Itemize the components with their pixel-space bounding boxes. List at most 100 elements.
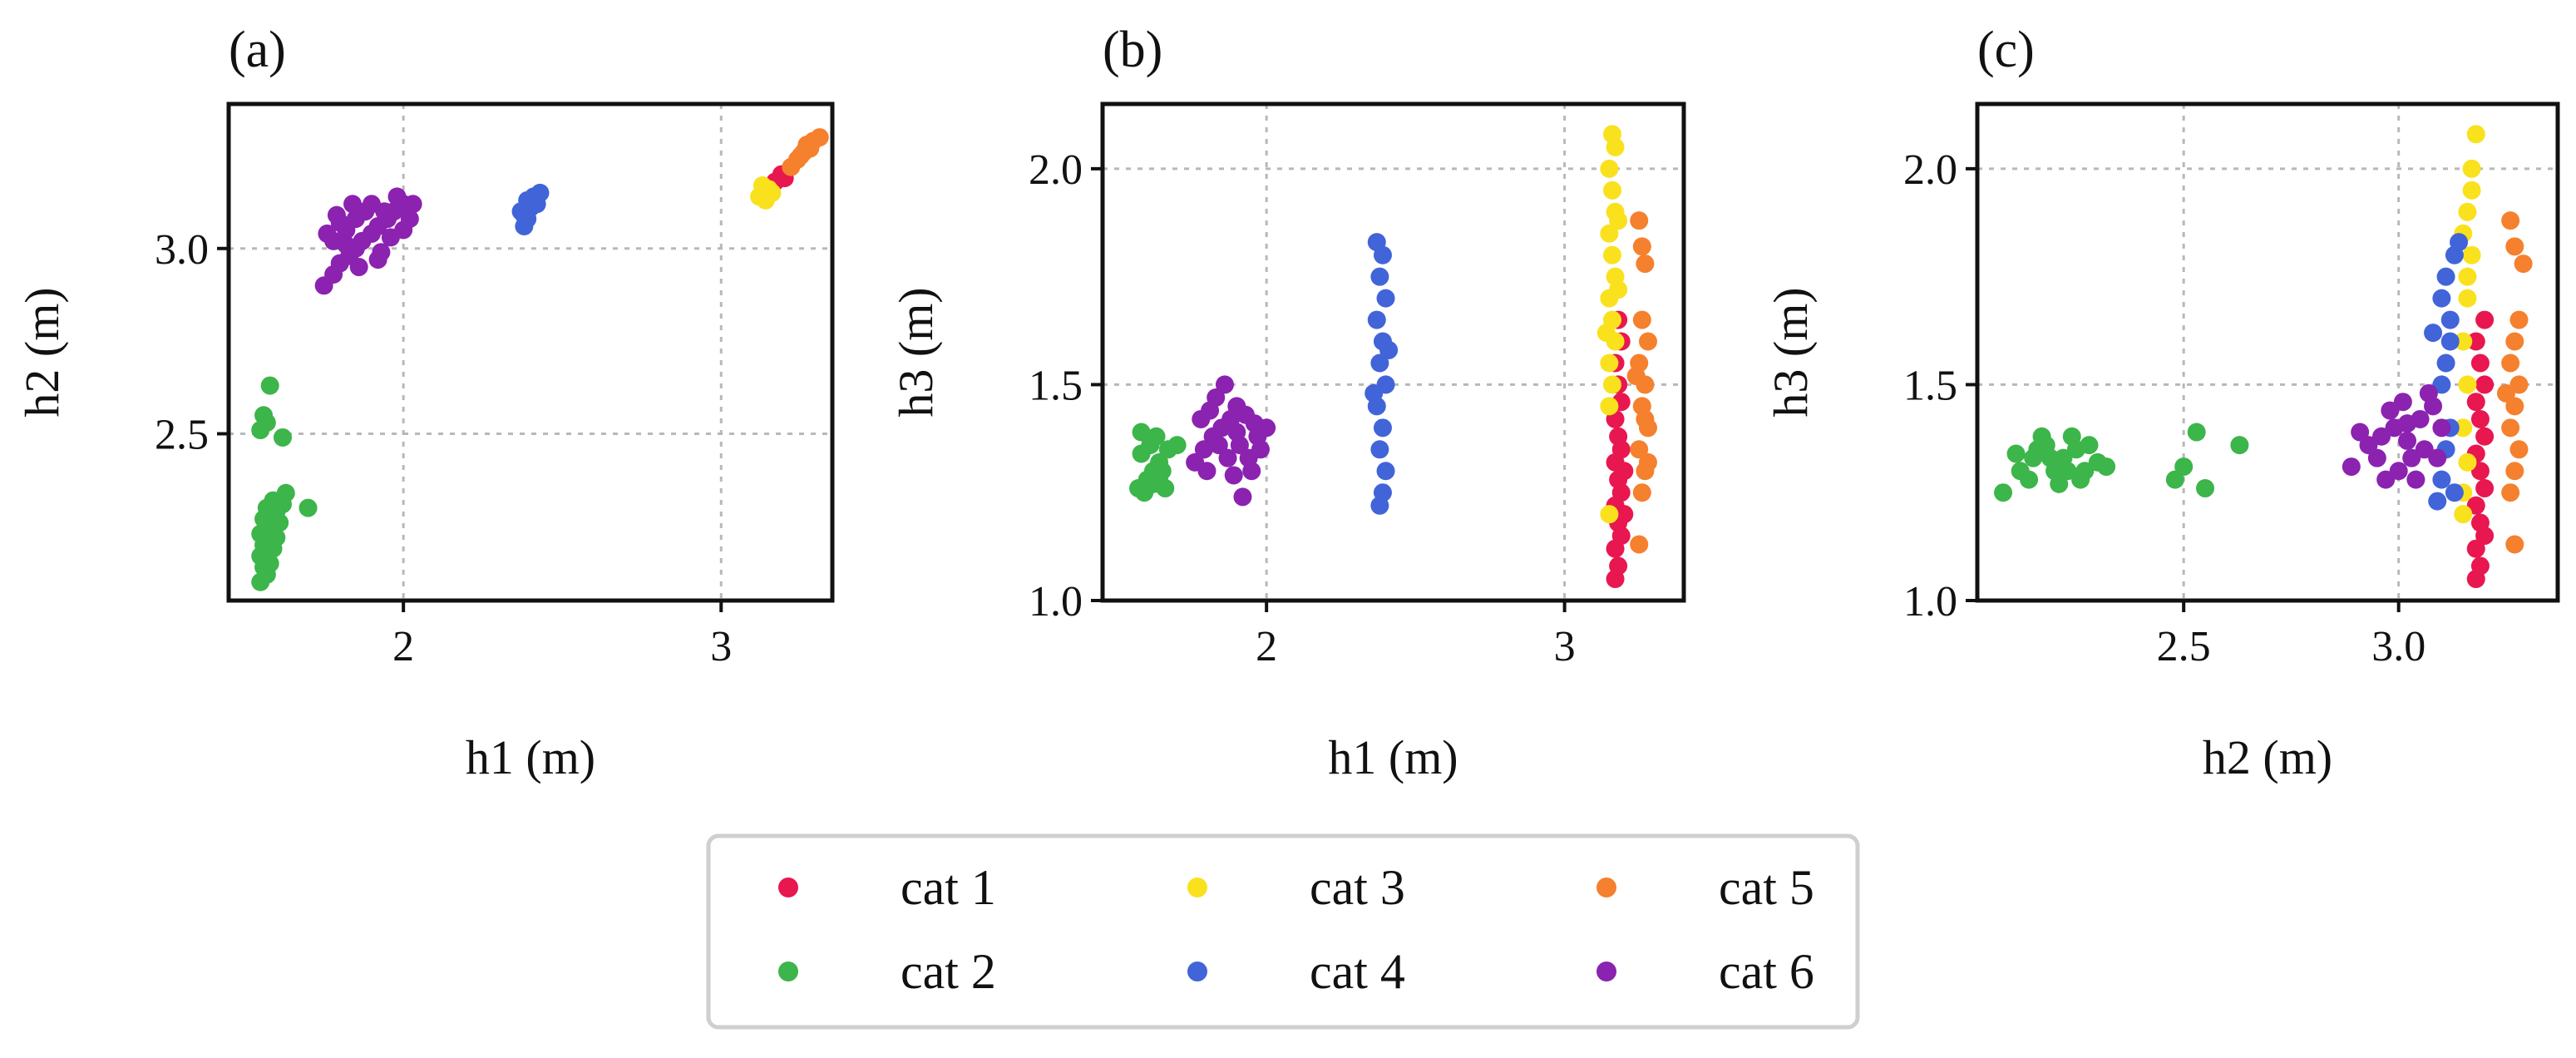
data-point	[2462, 180, 2481, 200]
data-point	[1245, 414, 1264, 433]
data-point	[2501, 211, 2520, 230]
data-point	[1602, 375, 1621, 394]
data-point	[2458, 267, 2477, 286]
data-point	[2466, 393, 2485, 412]
data-point	[2041, 448, 2060, 467]
data-point	[1630, 211, 1649, 230]
data-point	[1609, 556, 1628, 576]
data-point	[375, 202, 394, 221]
data-point	[1147, 427, 1166, 446]
data-point	[2393, 393, 2412, 412]
plot-frame	[1975, 101, 2560, 603]
legend-marker	[778, 878, 798, 897]
legend-marker	[778, 962, 798, 981]
data-point	[2475, 310, 2495, 329]
data-point	[2470, 409, 2490, 428]
data-point	[2376, 470, 2396, 489]
data-point	[2440, 332, 2460, 351]
y-axis-title: h2 (m)	[15, 287, 69, 417]
data-point	[1609, 211, 1628, 230]
data-point	[2428, 492, 2447, 511]
data-point	[1630, 440, 1649, 459]
series-cat-3	[1596, 125, 1628, 524]
data-point	[2470, 462, 2490, 481]
data-point	[2466, 539, 2485, 558]
data-point	[1636, 409, 1655, 428]
data-point	[1615, 462, 1634, 481]
data-point	[1615, 505, 1634, 524]
x-axis-title: h1 (m)	[466, 730, 595, 784]
data-point	[1373, 418, 1392, 438]
data-point	[1218, 448, 1237, 467]
panel-label: (a)	[229, 22, 286, 78]
data-point	[273, 428, 292, 447]
legend-marker	[1187, 962, 1207, 981]
data-point	[2436, 267, 2455, 286]
data-point	[1602, 180, 1621, 200]
data-point	[1600, 397, 1619, 416]
data-point	[260, 376, 279, 395]
data-point	[1209, 436, 1228, 455]
data-point	[2454, 505, 2473, 524]
series-cat-2	[1129, 423, 1187, 502]
x-tick-label: 2.5	[2157, 623, 2211, 670]
data-point	[1636, 255, 1655, 274]
data-point	[2402, 448, 2421, 467]
data-point	[2501, 353, 2520, 373]
data-point	[2458, 452, 2477, 472]
data-point	[1602, 245, 1621, 264]
legend-label: cat 2	[901, 944, 996, 999]
y-tick-label: 3.0	[155, 226, 209, 274]
series-cat-4	[2424, 233, 2469, 511]
data-point	[2501, 418, 2520, 438]
series-cat-2	[251, 376, 318, 591]
panel-label: (c)	[1977, 22, 2035, 78]
data-point	[2505, 535, 2524, 554]
data-point	[2419, 383, 2438, 403]
data-point	[530, 183, 550, 202]
data-point	[2458, 289, 2477, 308]
data-point	[1167, 436, 1187, 455]
data-point	[1233, 487, 1252, 507]
data-point	[2071, 470, 2090, 489]
panel-2: 2 3 1.0 1.5 2.0 h1 (m) h3 (m) (b)	[889, 22, 1686, 784]
legend-label: cat 4	[1310, 944, 1405, 999]
legend-label: cat 5	[1719, 860, 1814, 915]
data-point	[1224, 466, 1243, 485]
legend-label: cat 3	[1310, 860, 1405, 915]
data-point	[2470, 353, 2490, 373]
panel-label: (b)	[1103, 22, 1162, 78]
data-point	[1373, 483, 1392, 502]
legend-marker	[1187, 878, 1207, 897]
plot-frame	[1100, 101, 1686, 603]
series-cat-5	[2496, 211, 2533, 554]
data-point	[2454, 332, 2473, 351]
data-point	[2432, 470, 2451, 489]
data-point	[1596, 324, 1616, 343]
x-tick-label: 3	[710, 623, 732, 670]
data-point	[318, 224, 337, 243]
data-point	[2466, 125, 2485, 144]
data-point	[1609, 427, 1628, 446]
data-point	[2097, 457, 2116, 477]
series-cat-2	[1994, 423, 2249, 502]
series-cat-6	[2342, 383, 2451, 489]
x-tick-label: 2	[1256, 623, 1277, 670]
data-point	[2351, 423, 2370, 442]
data-point	[1215, 375, 1234, 394]
y-tick-label: 2.5	[155, 412, 209, 459]
data-point	[2389, 462, 2408, 481]
panel-1: 2 3 2.5 3.0 h1 (m) h2 (m) (a)	[15, 22, 835, 784]
data-point	[2080, 436, 2099, 455]
data-point	[1632, 310, 1651, 329]
data-point	[2020, 470, 2039, 489]
data-point	[1600, 505, 1619, 524]
legend-label: cat 6	[1719, 944, 1814, 999]
panel-3: 2.5 3.0 1.0 1.5 2.0 h2 (m) h3 (m) (c)	[1764, 22, 2560, 784]
data-point	[1638, 452, 1657, 472]
data-point	[1370, 440, 1389, 459]
data-point	[327, 205, 346, 225]
data-point	[2445, 483, 2464, 502]
data-point	[801, 139, 820, 158]
